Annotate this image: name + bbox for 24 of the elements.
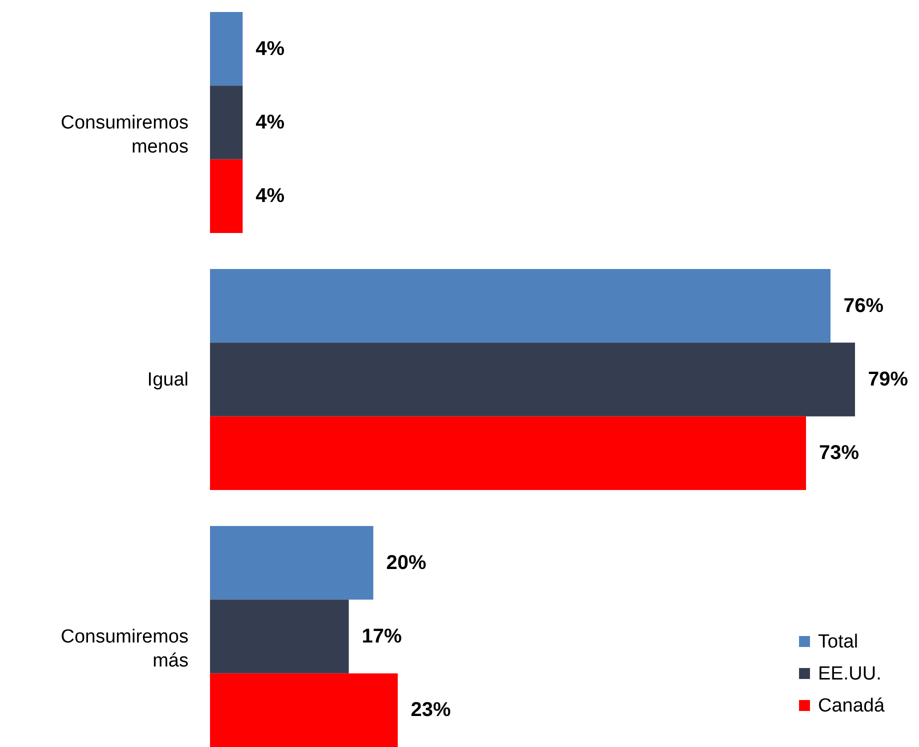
y-tick-label: Consumiremos menos	[60, 112, 188, 158]
y-tick-label: Consumiremos más	[60, 626, 188, 672]
data-label: 4%	[256, 38, 285, 60]
bar	[210, 159, 243, 234]
legend-label: Canadá	[818, 696, 885, 716]
data-label: 79%	[868, 368, 908, 390]
data-label: 17%	[362, 625, 402, 648]
bar	[210, 526, 374, 600]
data-label: 4%	[256, 112, 285, 134]
legend-label: EE.UU.	[818, 664, 882, 684]
bar	[210, 86, 243, 160]
y-tick-label: Igual	[147, 370, 188, 390]
bar	[210, 673, 398, 747]
legend-label: Total	[818, 632, 858, 652]
data-label: 73%	[819, 442, 860, 464]
bar	[210, 416, 806, 490]
data-label: 20%	[386, 552, 427, 574]
data-label: 4%	[256, 185, 285, 208]
data-label: 23%	[410, 699, 452, 722]
bar	[210, 600, 349, 674]
bar	[210, 342, 855, 416]
bar	[210, 268, 831, 343]
data-label: 76%	[844, 294, 884, 317]
bar	[210, 12, 243, 86]
